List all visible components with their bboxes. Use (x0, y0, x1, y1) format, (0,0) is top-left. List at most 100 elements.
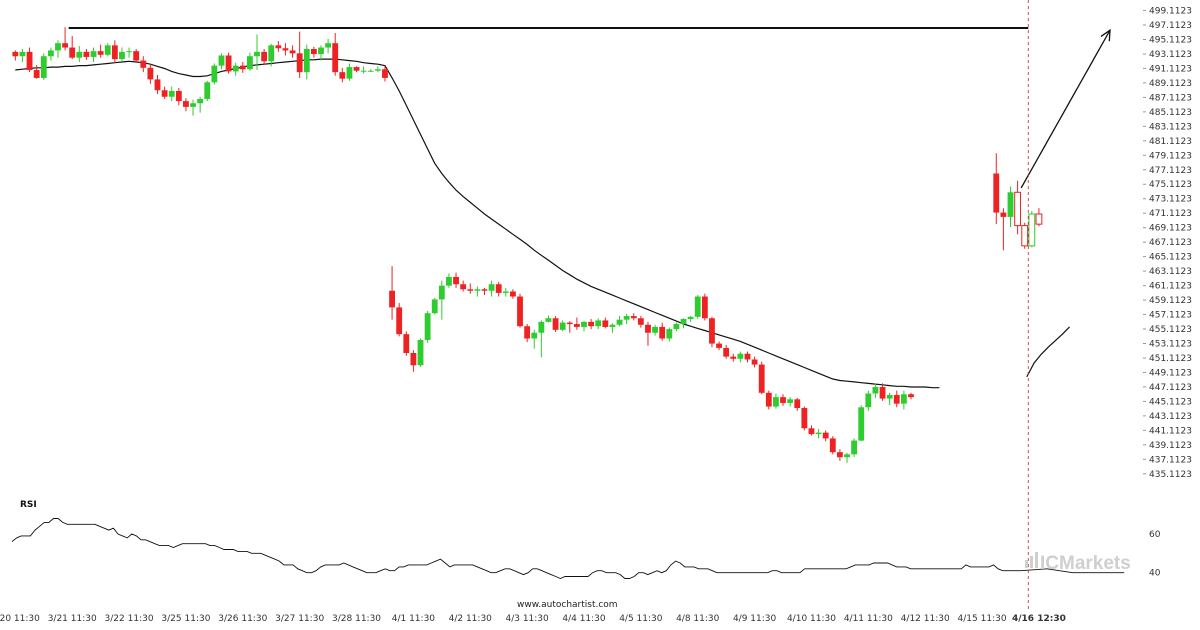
candle (701, 293, 708, 321)
candle-body (566, 322, 573, 325)
candle (844, 452, 850, 464)
candle-body (232, 65, 239, 72)
candle (76, 46, 83, 63)
candle (90, 47, 97, 63)
rsi-tick-label: 60 (1149, 530, 1161, 540)
candle-body (645, 324, 651, 333)
price-tick-label: 447.1123 (1149, 383, 1192, 393)
price-tick-label: 449.1123 (1149, 368, 1192, 378)
candle-body (893, 394, 900, 404)
candle (908, 392, 914, 400)
candle-body (687, 316, 694, 319)
time-tick-label: 4/11 11:30 (844, 614, 893, 624)
candle-body (275, 45, 282, 49)
candle-body (204, 82, 211, 99)
candle-body (310, 48, 317, 55)
candle-body (908, 394, 914, 398)
price-tick-label: 455.1123 (1149, 325, 1192, 335)
price-tick-label: 445.1123 (1149, 397, 1192, 407)
time-tick-label: 4/12 11:30 (901, 614, 950, 624)
icmarkets-logo-icon (1025, 552, 1038, 568)
candle (680, 318, 687, 329)
candle (872, 383, 879, 398)
candles (12, 27, 1043, 464)
time-tick-label: 4/3 11:30 (505, 614, 549, 624)
candle-body (147, 67, 154, 80)
candle-body (495, 284, 502, 293)
moving-average-path (15, 58, 940, 389)
candle-body (218, 55, 225, 66)
rsi-title: RSI (20, 500, 37, 510)
candle-body (637, 318, 644, 325)
candle (623, 313, 630, 325)
candle-body (723, 347, 730, 357)
candle (318, 45, 324, 61)
candle-body (119, 51, 125, 60)
candle-body (1000, 212, 1007, 217)
candle (104, 43, 111, 57)
candle (410, 350, 417, 372)
projected-candle (1021, 222, 1029, 249)
time-tick-label: 3/22 11:30 (105, 614, 154, 624)
projection (1020, 28, 1111, 378)
candle (446, 273, 452, 288)
candle-body (886, 394, 893, 399)
candle-body (652, 326, 658, 333)
price-tick-label: 475.1123 (1149, 180, 1192, 190)
candle-body (467, 289, 474, 291)
candle-body (26, 51, 33, 70)
projected-candle (1028, 211, 1036, 248)
time-tick-label: 4/1 11:30 (392, 614, 436, 624)
candle (119, 47, 125, 63)
candle (808, 425, 815, 436)
candle-body (83, 51, 90, 57)
candle (126, 47, 132, 58)
candle-body (353, 67, 360, 71)
candle (453, 272, 459, 288)
price-tick-label: 465.1123 (1149, 253, 1192, 263)
candle-body (154, 79, 161, 91)
candle (289, 45, 296, 58)
candle-body (808, 428, 815, 435)
candle-body (424, 313, 431, 340)
candle-body (403, 334, 410, 353)
candle-body (1035, 213, 1043, 225)
candle-body (524, 326, 531, 339)
price-tick-label: 443.1123 (1149, 412, 1192, 422)
candle-body (787, 399, 794, 403)
candle-body (509, 291, 516, 297)
candle (268, 43, 275, 67)
brand-logo-text: ICMarkets (1040, 553, 1131, 574)
candle (161, 86, 168, 99)
candle-body (62, 43, 69, 48)
candle-body (744, 353, 751, 360)
candle (993, 153, 1000, 225)
candle-body (602, 320, 609, 327)
candle (616, 316, 623, 327)
candle (822, 430, 829, 442)
candle-body (573, 324, 580, 327)
candle-body (289, 50, 296, 54)
time-tick-label: 3/20 11:30 (0, 614, 40, 624)
price-tick-label: 453.1123 (1149, 339, 1192, 349)
candle-body (460, 284, 467, 290)
candle-body (239, 65, 246, 70)
candle-body (900, 394, 907, 404)
candle-body (836, 452, 843, 458)
candle-body (374, 69, 381, 71)
candle-body (517, 296, 523, 327)
candle-body (730, 356, 737, 359)
candle (645, 321, 651, 346)
candle (225, 52, 232, 74)
projected-candle (1035, 208, 1043, 227)
price-tick-label: 481.1123 (1149, 137, 1192, 147)
candle-body (993, 173, 1000, 213)
candle (609, 323, 616, 333)
candle (140, 56, 147, 73)
candle (154, 75, 161, 94)
candle (780, 394, 786, 406)
candle (417, 338, 424, 367)
candle (211, 63, 218, 85)
candle-body (104, 45, 111, 55)
time-tick-label: 3/27 11:30 (275, 614, 324, 624)
